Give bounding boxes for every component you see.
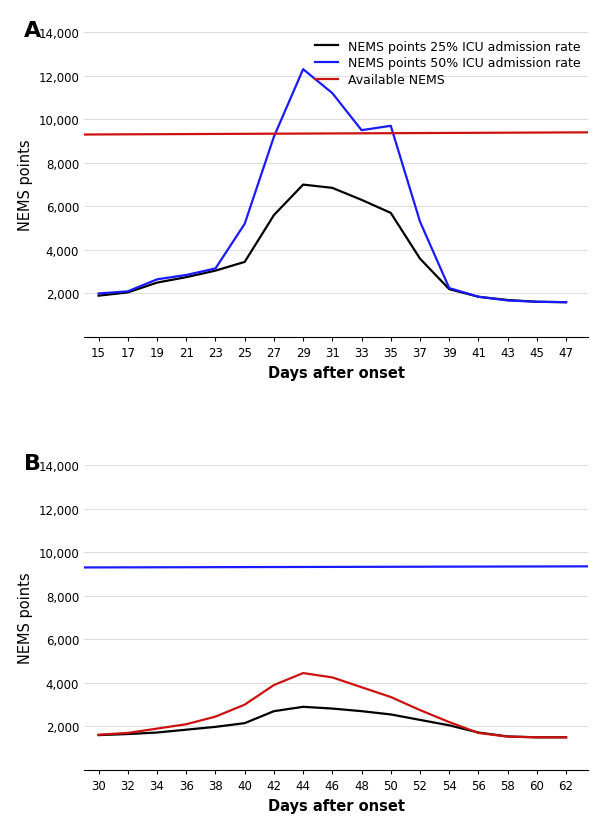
Available NEMS — [416, 705, 424, 715]
NEMS points 25% ICU admission rate — [271, 706, 278, 716]
NEMS points 50% ICU admission rate — [358, 126, 365, 136]
NEMS points 25% ICU admission rate — [358, 706, 365, 716]
NEMS points 25% ICU admission rate — [329, 704, 336, 714]
Available NEMS — [241, 700, 248, 710]
Line: NEMS points 50% ICU admission rate: NEMS points 50% ICU admission rate — [98, 70, 566, 303]
Available NEMS — [329, 672, 336, 682]
Available NEMS — [212, 712, 219, 722]
Available NEMS — [533, 733, 541, 743]
X-axis label: Days after onset: Days after onset — [268, 365, 404, 380]
Y-axis label: NEMS points: NEMS points — [18, 572, 33, 663]
Y-axis label: NEMS points: NEMS points — [18, 140, 33, 231]
NEMS points 25% ICU admission rate — [95, 730, 102, 740]
Available NEMS — [562, 733, 569, 743]
NEMS points 25% ICU admission rate — [446, 285, 453, 295]
Available NEMS — [299, 668, 307, 678]
NEMS points 25% ICU admission rate — [562, 733, 569, 743]
NEMS points 25% ICU admission rate — [212, 267, 219, 277]
Available NEMS — [504, 732, 511, 742]
Text: B: B — [23, 454, 41, 474]
NEMS points 50% ICU admission rate — [504, 296, 511, 306]
NEMS points 25% ICU admission rate — [212, 722, 219, 732]
NEMS points 25% ICU admission rate — [358, 195, 365, 205]
NEMS points 50% ICU admission rate — [446, 284, 453, 294]
NEMS points 50% ICU admission rate — [241, 219, 248, 229]
Line: NEMS points 25% ICU admission rate: NEMS points 25% ICU admission rate — [98, 707, 566, 738]
NEMS points 25% ICU admission rate — [533, 733, 541, 743]
NEMS points 25% ICU admission rate — [416, 254, 424, 264]
Line: Available NEMS: Available NEMS — [98, 673, 566, 738]
NEMS points 50% ICU admission rate — [154, 275, 161, 285]
X-axis label: Days after onset: Days after onset — [268, 797, 404, 812]
NEMS points 25% ICU admission rate — [299, 702, 307, 712]
NEMS points 25% ICU admission rate — [533, 297, 541, 307]
NEMS points 50% ICU admission rate — [387, 122, 394, 132]
NEMS points 25% ICU admission rate — [475, 728, 482, 738]
NEMS points 50% ICU admission rate — [562, 298, 569, 308]
NEMS points 50% ICU admission rate — [416, 218, 424, 228]
NEMS points 25% ICU admission rate — [387, 209, 394, 219]
NEMS points 50% ICU admission rate — [271, 132, 278, 142]
Available NEMS — [271, 681, 278, 691]
Available NEMS — [446, 717, 453, 727]
NEMS points 25% ICU admission rate — [271, 211, 278, 221]
NEMS points 25% ICU admission rate — [504, 732, 511, 742]
Available NEMS — [154, 724, 161, 734]
NEMS points 25% ICU admission rate — [387, 710, 394, 720]
NEMS points 25% ICU admission rate — [329, 184, 336, 194]
Legend: NEMS points 25% ICU admission rate, NEMS points 50% ICU admission rate, Availabl: NEMS points 25% ICU admission rate, NEMS… — [310, 36, 586, 92]
NEMS points 25% ICU admission rate — [562, 298, 569, 308]
NEMS points 25% ICU admission rate — [182, 273, 190, 283]
NEMS points 25% ICU admission rate — [475, 292, 482, 302]
Available NEMS — [475, 728, 482, 738]
NEMS points 25% ICU admission rate — [182, 724, 190, 734]
NEMS points 50% ICU admission rate — [533, 297, 541, 307]
NEMS points 25% ICU admission rate — [154, 278, 161, 288]
NEMS points 50% ICU admission rate — [212, 264, 219, 274]
NEMS points 25% ICU admission rate — [241, 258, 248, 267]
Available NEMS — [358, 682, 365, 692]
NEMS points 25% ICU admission rate — [95, 291, 102, 301]
NEMS points 50% ICU admission rate — [95, 289, 102, 299]
Available NEMS — [387, 692, 394, 702]
NEMS points 50% ICU admission rate — [299, 65, 307, 75]
NEMS points 50% ICU admission rate — [182, 271, 190, 281]
NEMS points 25% ICU admission rate — [446, 720, 453, 730]
Line: NEMS points 25% ICU admission rate: NEMS points 25% ICU admission rate — [98, 185, 566, 303]
NEMS points 25% ICU admission rate — [124, 288, 131, 298]
NEMS points 25% ICU admission rate — [241, 719, 248, 729]
NEMS points 50% ICU admission rate — [329, 89, 336, 99]
NEMS points 25% ICU admission rate — [299, 181, 307, 190]
NEMS points 25% ICU admission rate — [154, 728, 161, 738]
Text: A: A — [23, 21, 41, 41]
Available NEMS — [182, 720, 190, 729]
Available NEMS — [95, 729, 102, 739]
NEMS points 25% ICU admission rate — [124, 729, 131, 739]
NEMS points 25% ICU admission rate — [504, 296, 511, 306]
NEMS points 50% ICU admission rate — [475, 292, 482, 302]
NEMS points 25% ICU admission rate — [416, 715, 424, 725]
Available NEMS — [124, 728, 131, 738]
NEMS points 50% ICU admission rate — [124, 287, 131, 297]
